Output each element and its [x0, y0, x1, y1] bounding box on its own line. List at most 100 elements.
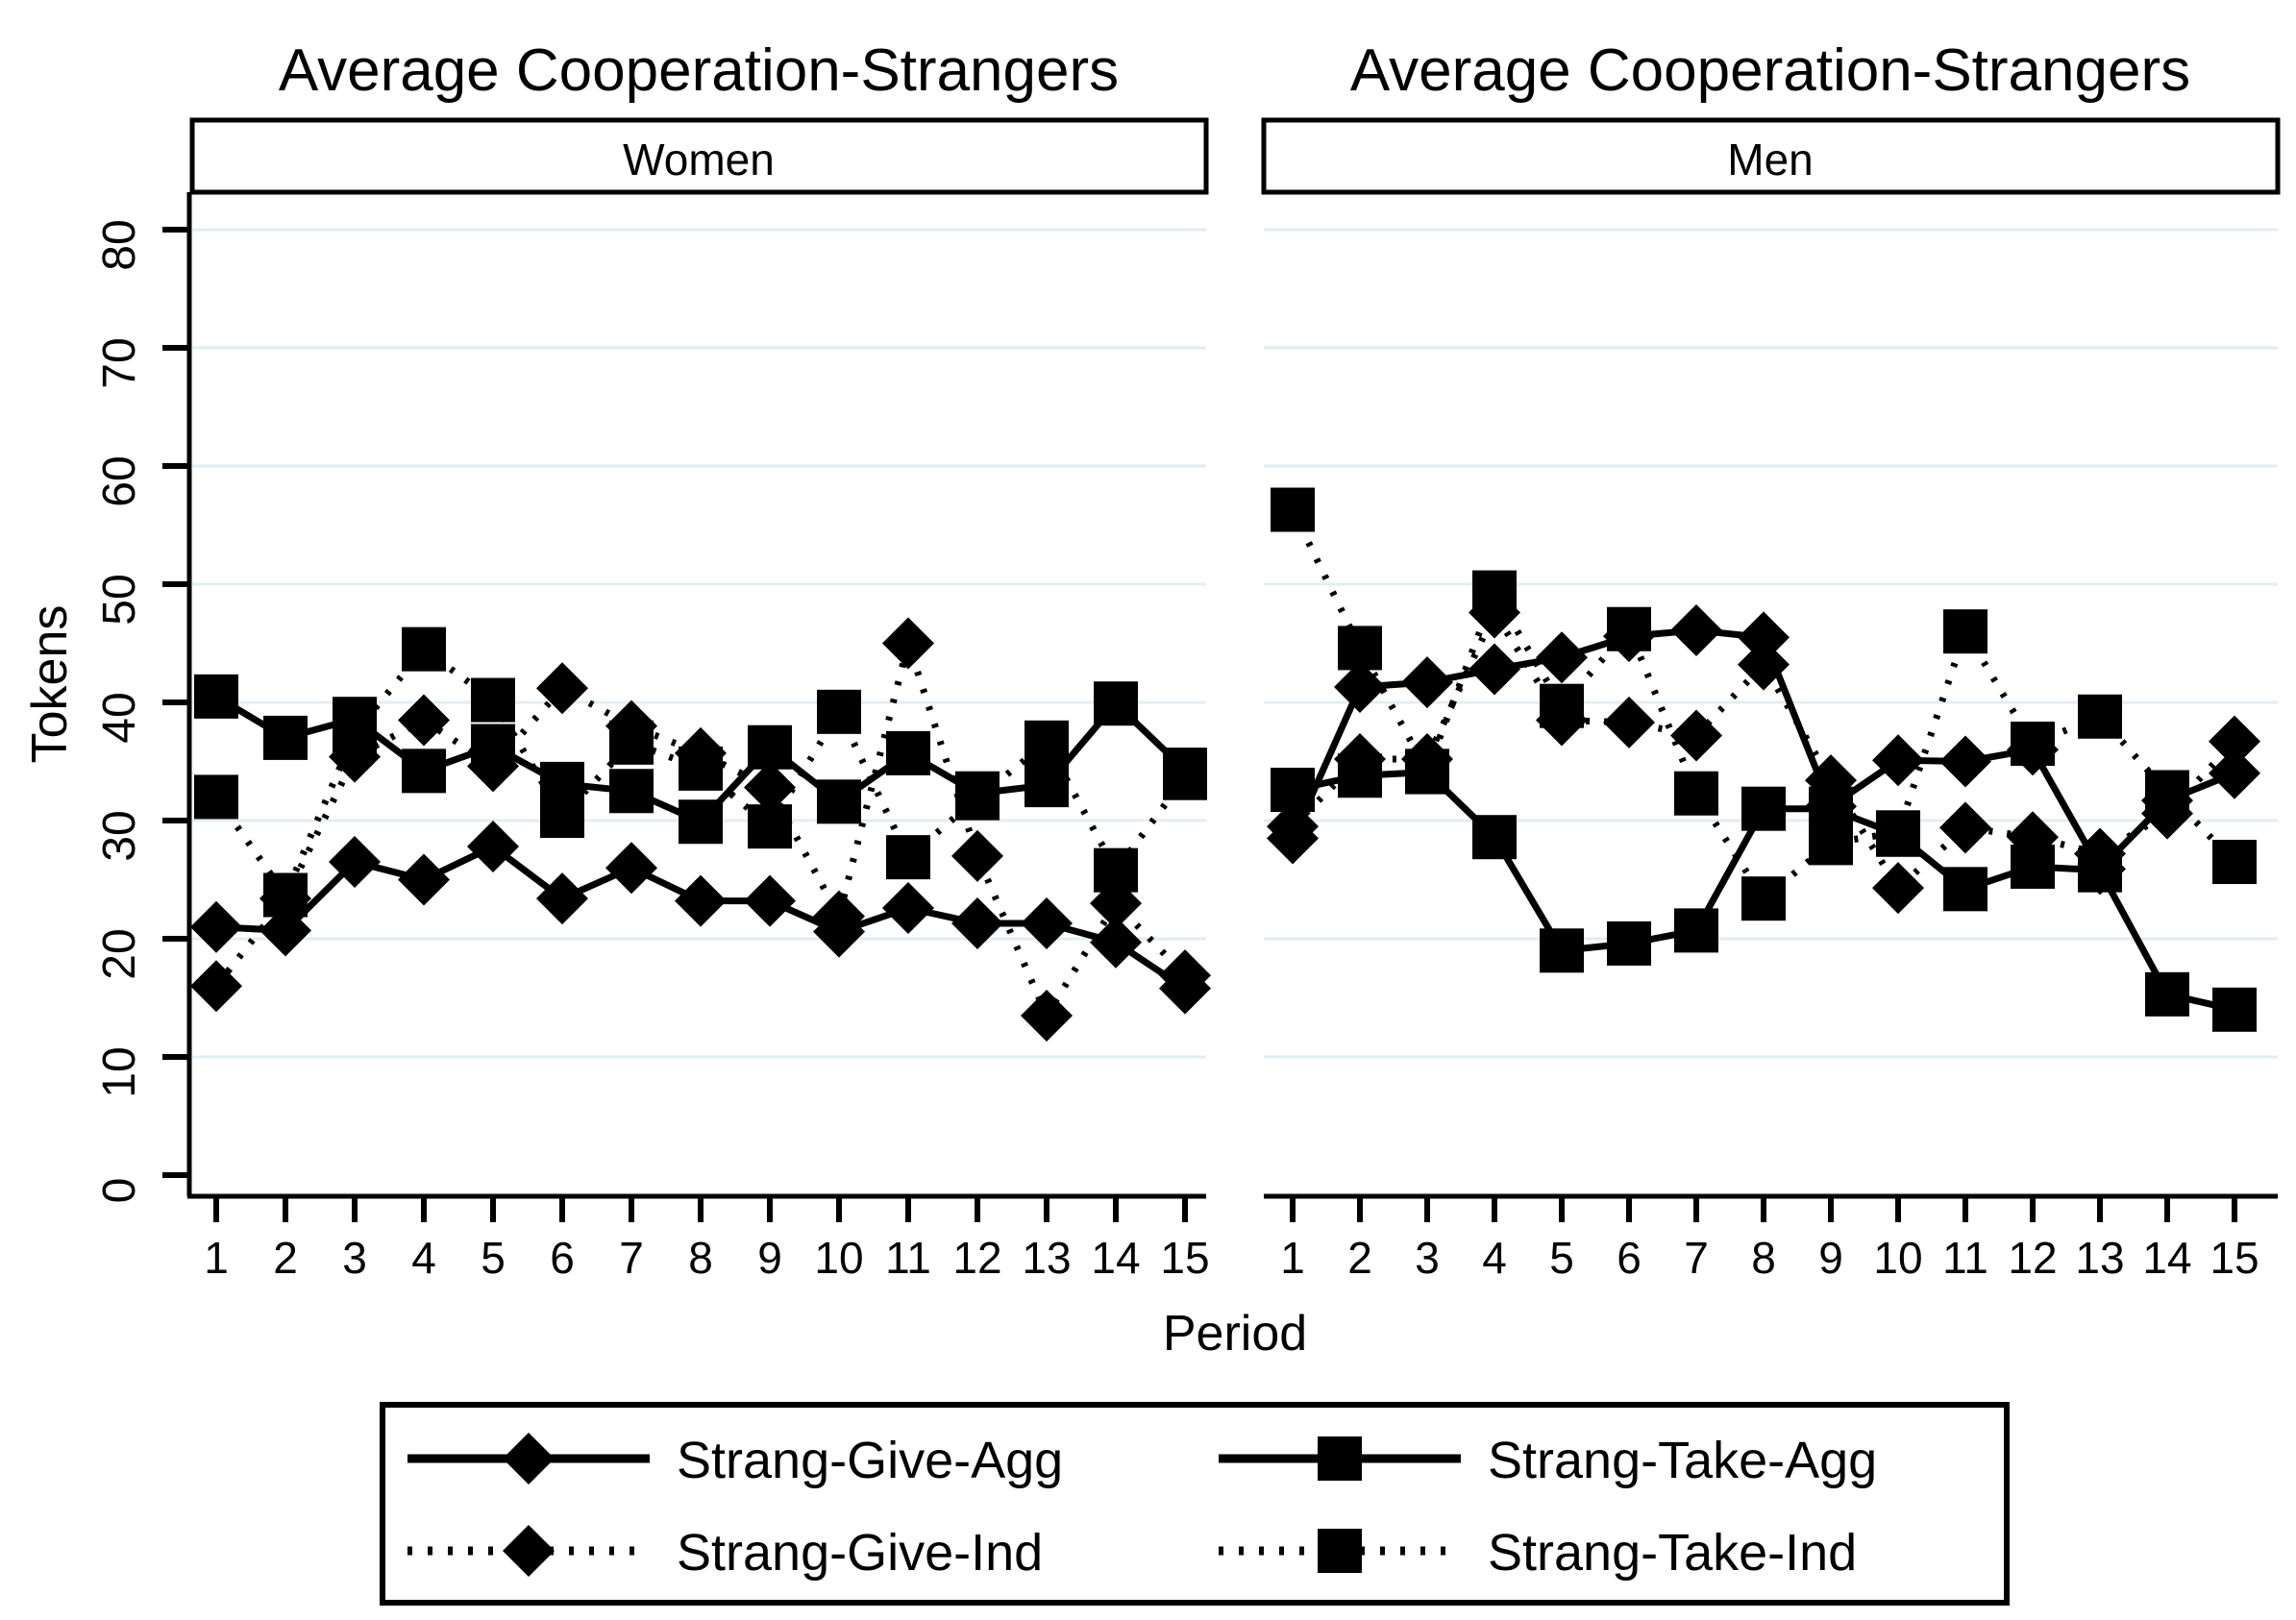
x-tick-label-p1-10: 10 — [1873, 1233, 1922, 1283]
marker-diamond-strang-give-ind-period5 — [467, 740, 519, 793]
panel-title-right: Average Cooperation-Strangers — [1349, 37, 2191, 104]
marker-square-strang-take-ind-period1 — [1271, 487, 1315, 532]
marker-diamond-strang-give-agg-period4 — [1469, 643, 1520, 696]
y-tick-label-20: 20 — [94, 928, 145, 979]
marker-diamond-strang-give-agg-period5 — [1536, 631, 1588, 684]
x-tick-label-p0-11: 11 — [885, 1233, 931, 1283]
marker-diamond-strang-give-ind-period10 — [1872, 862, 1924, 915]
x-tick-label-p1-9: 9 — [1818, 1233, 1843, 1283]
marker-square-strang-take-ind-period7 — [1674, 771, 1718, 816]
marker-square-strang-take-ind-period2 — [263, 872, 308, 918]
panel-header-box-women — [189, 117, 1209, 195]
marker-diamond-strang-give-ind-period13 — [2074, 827, 2126, 880]
marker-diamond-strang-give-agg-period3 — [1401, 656, 1453, 709]
x-tick-label-p0-4: 4 — [411, 1233, 436, 1283]
marker-diamond-strang-give-ind-period10 — [813, 890, 865, 943]
marker-diamond-strang-give-ind-period11 — [1939, 801, 1991, 854]
marker-diamond-strang-give-ind-period6 — [536, 662, 588, 715]
marker-diamond-strang-give-ind-period8 — [1738, 638, 1790, 691]
marker-square-strang-take-agg-period7 — [609, 769, 654, 814]
legend-marker-strang-take-agg — [1318, 1436, 1362, 1481]
marker-diamond-strang-give-ind-period6 — [1603, 696, 1655, 749]
x-tick-label-p1-1: 1 — [1280, 1233, 1305, 1283]
marker-diamond-strang-give-ind-period15 — [2209, 715, 2260, 768]
marker-diamond-strang-give-ind-period15 — [1159, 949, 1211, 1002]
marker-diamond-strang-give-agg-period10 — [1872, 734, 1924, 787]
x-tick-label-p0-2: 2 — [273, 1233, 298, 1283]
marker-square-strang-take-agg-period7 — [1674, 908, 1718, 953]
marker-square-strang-take-ind-period9 — [748, 804, 792, 849]
legend-marker-strang-give-ind — [503, 1525, 555, 1577]
marker-diamond-strang-give-ind-period4 — [398, 694, 450, 747]
marker-square-strang-take-ind-period12 — [955, 775, 1000, 821]
legend-label-strang-take-ind: Strang-Take-Ind — [1488, 1524, 1858, 1582]
marker-square-strang-take-ind-period6 — [1607, 606, 1651, 651]
x-tick-label-p0-13: 13 — [1022, 1233, 1071, 1283]
x-tick-label-p1-4: 4 — [1482, 1233, 1507, 1283]
marker-square-strang-take-ind-period14 — [1094, 847, 1138, 893]
marker-square-strang-take-ind-period4 — [402, 626, 446, 672]
marker-square-strang-take-ind-period12 — [2011, 722, 2055, 767]
marker-diamond-strang-give-agg-period9 — [744, 874, 796, 927]
marker-diamond-strang-give-agg-period7 — [605, 842, 657, 895]
marker-square-strang-take-ind-period15 — [1163, 755, 1207, 800]
marker-square-strang-take-ind-period13 — [1025, 720, 1069, 765]
x-tick-label-p1-7: 7 — [1684, 1233, 1709, 1283]
x-tick-label-p1-6: 6 — [1617, 1233, 1642, 1283]
marker-square-strang-take-ind-period2 — [1338, 626, 1382, 671]
marker-square-strang-take-agg-period13 — [1025, 763, 1069, 808]
marker-diamond-strang-give-ind-period1 — [190, 960, 242, 1013]
x-tick-label-p0-9: 9 — [757, 1233, 782, 1283]
marker-square-strang-take-ind-period8 — [679, 746, 723, 791]
marker-square-strang-take-agg-period10 — [817, 779, 861, 824]
marker-diamond-strang-give-ind-period13 — [1021, 989, 1073, 1042]
marker-diamond-strang-give-ind-period9 — [744, 761, 796, 814]
marker-diamond-strang-give-agg-period8 — [675, 874, 727, 927]
x-tick-label-p1-8: 8 — [1751, 1233, 1776, 1283]
marker-diamond-strang-give-agg-period5 — [467, 821, 519, 873]
y-tick-label-10: 10 — [94, 1046, 145, 1097]
marker-diamond-strang-give-agg-period2 — [259, 904, 311, 957]
marker-diamond-strang-give-agg-period6 — [536, 872, 588, 925]
marker-square-strang-take-ind-period5 — [1540, 683, 1584, 728]
marker-square-strang-take-ind-period6 — [540, 794, 584, 839]
legend-label-strang-give-ind: Strang-Give-Ind — [677, 1524, 1044, 1582]
x-tick-label-p1-2: 2 — [1347, 1233, 1372, 1283]
marker-square-strang-take-ind-period5 — [471, 677, 515, 723]
marker-square-strang-take-ind-period3 — [1405, 749, 1449, 794]
x-tick-label-p0-14: 14 — [1091, 1233, 1140, 1283]
marker-square-strang-take-agg-period6 — [1607, 920, 1651, 966]
y-tick-label-40: 40 — [94, 692, 145, 743]
marker-diamond-strang-give-agg-period11 — [1939, 735, 1991, 788]
x-tick-label-p0-5: 5 — [481, 1233, 506, 1283]
marker-square-strang-take-agg-period14 — [2145, 971, 2189, 1017]
marker-square-strang-take-agg-period8 — [679, 799, 723, 845]
x-tick-label-p0-7: 7 — [619, 1233, 644, 1283]
x-tick-label-p1-13: 13 — [2075, 1233, 2124, 1283]
series-line-strang-take-ind-women — [213, 644, 1188, 902]
y-tick-label-0: 0 — [94, 1178, 145, 1204]
x-tick-label-p1-15: 15 — [2210, 1233, 2259, 1283]
x-tick-label-p1-3: 3 — [1415, 1233, 1440, 1283]
marker-diamond-strang-give-ind-period1 — [1267, 800, 1319, 853]
marker-square-strang-take-ind-period14 — [2145, 770, 2189, 815]
marker-square-strang-take-ind-period10 — [1876, 810, 1920, 855]
marker-diamond-strang-give-agg-period1 — [190, 900, 242, 953]
marker-diamond-strang-give-agg-period4 — [398, 853, 450, 906]
marker-square-strang-take-agg-period8 — [1741, 786, 1786, 831]
marker-square-strang-take-agg-period15 — [2212, 987, 2257, 1032]
series-line-strang-give-ind-women — [213, 630, 1188, 1023]
x-tick-label-p0-10: 10 — [814, 1233, 863, 1283]
marker-diamond-strang-give-agg-period12 — [951, 897, 1003, 950]
y-tick-label-30: 30 — [94, 810, 145, 861]
x-tick-label-p1-12: 12 — [2008, 1233, 2057, 1283]
marker-square-strang-take-ind-period4 — [1472, 570, 1517, 615]
x-tick-label-p1-14: 14 — [2142, 1233, 2191, 1283]
marker-square-strang-take-ind-period9 — [1809, 821, 1853, 866]
panel-header-men: Men — [1727, 135, 1814, 184]
marker-diamond-strang-give-ind-period2 — [1334, 733, 1386, 786]
marker-diamond-strang-give-agg-period14 — [1090, 916, 1142, 969]
y-tick-label-80: 80 — [94, 219, 145, 270]
marker-square-strang-take-agg-period2 — [263, 715, 308, 760]
